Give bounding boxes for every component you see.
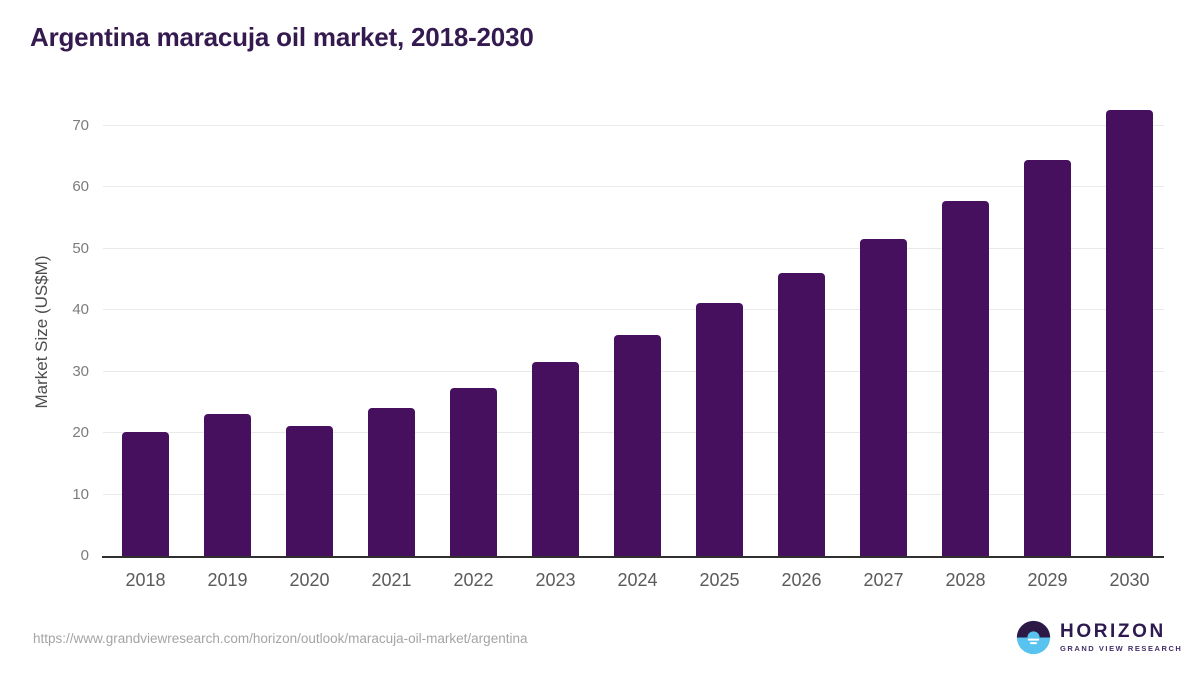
horizon-sun-icon bbox=[1016, 620, 1051, 655]
chart-title: Argentina maracuja oil market, 2018-2030 bbox=[30, 22, 534, 52]
y-tick-label-30: 30 bbox=[72, 362, 89, 380]
bar-2022 bbox=[450, 388, 497, 556]
x-label-2022: 2022 bbox=[453, 570, 494, 590]
x-label-2024: 2024 bbox=[617, 570, 658, 590]
gridline-70 bbox=[103, 124, 1164, 126]
x-label-2019: 2019 bbox=[207, 570, 248, 590]
logo-wordmark: HORIZON bbox=[1060, 621, 1166, 643]
x-label-2030: 2030 bbox=[1109, 570, 1150, 590]
bar-2024 bbox=[614, 335, 661, 556]
source-url: https://www.grandviewresearch.com/horizo… bbox=[33, 631, 528, 646]
plot-area: 0 10 20 30 40 50 60 70 2018 2019 2020 2021 2022 2023 2… bbox=[72, 97, 1164, 590]
gridline-50 bbox=[103, 247, 1164, 249]
bar-2018 bbox=[122, 432, 169, 556]
x-label-2029: 2029 bbox=[1027, 570, 1068, 590]
bar-2020 bbox=[286, 426, 333, 556]
bar-2028 bbox=[942, 201, 989, 556]
x-label-2020: 2020 bbox=[289, 570, 330, 590]
logo-subtitle: GRAND VIEW RESEARCH bbox=[1060, 644, 1183, 654]
y-tick-label-70: 70 bbox=[72, 116, 89, 134]
bar-2030 bbox=[1106, 110, 1153, 556]
y-tick-label-10: 10 bbox=[72, 485, 89, 503]
x-label-2027: 2027 bbox=[863, 570, 904, 590]
bar-2029 bbox=[1024, 160, 1071, 556]
x-label-2018: 2018 bbox=[125, 570, 166, 590]
y-tick-label-20: 20 bbox=[72, 424, 89, 442]
x-label-2028: 2028 bbox=[945, 570, 986, 590]
logo-text-block: HORIZON GRAND VIEW RESEARCH bbox=[1060, 622, 1182, 653]
bar-2019 bbox=[204, 414, 251, 556]
y-tick-label-0: 0 bbox=[80, 547, 89, 564]
x-label-2023: 2023 bbox=[535, 570, 576, 590]
gridline-60 bbox=[103, 186, 1164, 188]
y-tick-label-60: 60 bbox=[72, 178, 89, 196]
bar-2021 bbox=[368, 408, 415, 556]
y-tick-label-40: 40 bbox=[72, 301, 89, 319]
x-label-2026: 2026 bbox=[781, 570, 822, 590]
x-label-2025: 2025 bbox=[699, 570, 740, 590]
bar-2023 bbox=[532, 362, 579, 556]
x-label-2021: 2021 bbox=[371, 570, 412, 590]
bar-2027 bbox=[860, 239, 907, 556]
horizon-logo: HORIZON GRAND VIEW RESEARCH bbox=[1016, 620, 1182, 655]
bar-2025 bbox=[696, 303, 743, 556]
y-tick-label-50: 50 bbox=[72, 239, 89, 257]
gridline-40 bbox=[103, 309, 1164, 311]
bar-2026 bbox=[778, 273, 825, 556]
